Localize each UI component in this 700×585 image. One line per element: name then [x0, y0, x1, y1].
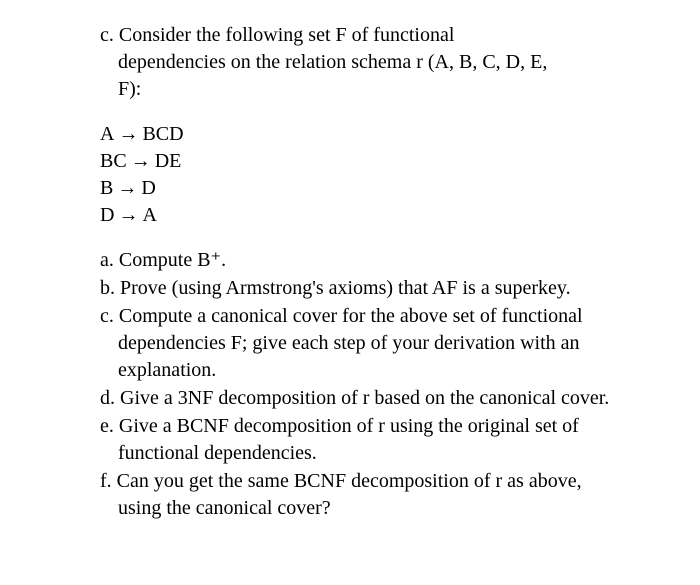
arrow-icon: → [114, 204, 142, 226]
intro-line-2: dependencies on the relation schema r (A… [100, 49, 620, 76]
part-e: e. Give a BCNF decomposition of r using … [100, 413, 620, 467]
fd-1: A→BCD [100, 121, 620, 148]
part-a-text: a. Compute B⁺. [100, 247, 620, 274]
fd-rhs: DE [155, 150, 182, 172]
arrow-icon: → [114, 123, 142, 145]
part-c: c. Compute a canonical cover for the abo… [100, 303, 620, 384]
fd-2: BC→DE [100, 148, 620, 175]
part-d-text: d. Give a 3NF decomposition of r based o… [100, 385, 620, 412]
fd-lhs: D [100, 204, 114, 226]
part-f-text: f. Can you get the same BCNF decompositi… [100, 468, 620, 522]
part-b-text: b. Prove (using Armstrong's axioms) that… [100, 275, 620, 302]
functional-dependencies: A→BCD BC→DE B→D D→A [100, 121, 620, 229]
fd-3: B→D [100, 175, 620, 202]
part-c-text: c. Compute a canonical cover for the abo… [100, 303, 620, 384]
fd-lhs: A [100, 123, 114, 145]
fd-lhs: BC [100, 150, 127, 172]
fd-rhs: D [141, 177, 155, 199]
fd-rhs: BCD [142, 123, 183, 145]
part-f: f. Can you get the same BCNF decompositi… [100, 468, 620, 522]
part-b: b. Prove (using Armstrong's axioms) that… [100, 275, 620, 302]
part-a: a. Compute B⁺. [100, 247, 620, 274]
part-e-text: e. Give a BCNF decomposition of r using … [100, 413, 620, 467]
fd-rhs: A [142, 204, 156, 226]
intro-line-3: F): [100, 76, 620, 103]
arrow-icon: → [127, 150, 155, 172]
fd-4: D→A [100, 202, 620, 229]
arrow-icon: → [113, 177, 141, 199]
fd-lhs: B [100, 177, 113, 199]
sub-questions: a. Compute B⁺. b. Prove (using Armstrong… [100, 247, 620, 522]
question-intro: c. Consider the following set F of funct… [100, 22, 620, 103]
part-d: d. Give a 3NF decomposition of r based o… [100, 385, 620, 412]
intro-line-1: c. Consider the following set F of funct… [100, 22, 620, 49]
